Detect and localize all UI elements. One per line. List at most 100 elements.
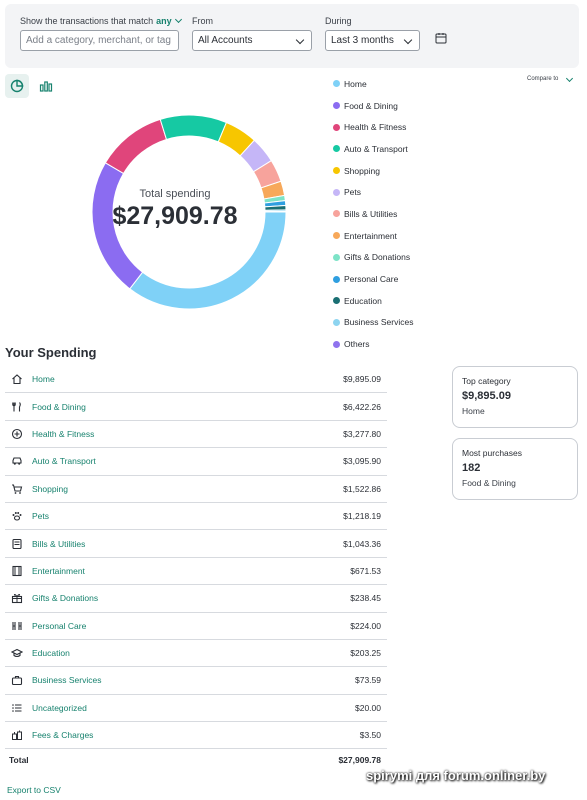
paw-icon [11, 510, 23, 522]
your-spending-title: Your Spending [5, 345, 97, 360]
category-link[interactable]: Bills & Utilities [32, 538, 86, 549]
legend-item[interactable]: Gifts & Donations [333, 247, 503, 269]
health-icon [11, 428, 23, 440]
donut-slice-health-fitness[interactable] [104, 118, 168, 175]
bar-view-toggle[interactable] [34, 74, 58, 98]
legend-item[interactable]: Others [333, 333, 503, 355]
match-any-dropdown[interactable]: any [156, 16, 172, 26]
legend-color-dot [333, 318, 340, 326]
briefcase-icon [11, 674, 23, 686]
table-row[interactable]: Pets $1,218.19 [5, 503, 387, 531]
pie-view-toggle[interactable] [5, 74, 29, 98]
category-link[interactable]: Uncategorized [32, 702, 87, 713]
total-label: Total [9, 755, 29, 766]
chevron-down-icon[interactable] [565, 74, 574, 83]
category-amount: $3,277.80 [343, 428, 381, 439]
bill-icon [11, 538, 23, 550]
account-select[interactable]: All Accounts [192, 30, 312, 51]
category-link[interactable]: Food & Dining [32, 401, 86, 412]
home-icon [11, 373, 23, 385]
table-row[interactable]: Gifts & Donations $238.45 [5, 585, 387, 613]
legend-label: Food & Dining [344, 100, 398, 111]
export-csv-link[interactable]: Export to CSV [7, 785, 61, 795]
legend-item[interactable]: Shopping [333, 160, 503, 182]
during-label: During [325, 16, 352, 26]
legend-label: Auto & Transport [344, 143, 408, 154]
legend-color-dot [333, 297, 340, 305]
category-link[interactable]: Business Services [32, 675, 102, 686]
table-row[interactable]: Fees & Charges $3.50 [5, 722, 387, 750]
total-spending-caption: Total spending [139, 188, 211, 200]
category-link[interactable]: Gifts & Donations [32, 593, 99, 604]
card-subtitle: Food & Dining [462, 478, 516, 488]
category-amount: $9,895.09 [343, 374, 381, 385]
legend-label: Business Services [344, 317, 414, 328]
category-link[interactable]: Home [32, 374, 55, 385]
calendar-icon[interactable] [435, 32, 447, 44]
table-row[interactable]: Bills & Utilities $1,043.36 [5, 530, 387, 558]
table-row[interactable]: Uncategorized $20.00 [5, 695, 387, 723]
chart-legend: Home Food & Dining Health & Fitness Auto & … [333, 73, 503, 355]
legend-label: Education [344, 295, 382, 306]
legend-item[interactable]: Food & Dining [333, 95, 503, 117]
table-row[interactable]: Entertainment $671.53 [5, 558, 387, 586]
legend-label: Health & Fitness [344, 122, 407, 133]
legend-label: Home [344, 78, 367, 89]
category-link[interactable]: Education [32, 648, 70, 659]
legend-item[interactable]: Education [333, 290, 503, 312]
table-row[interactable]: Shopping $1,522.86 [5, 476, 387, 503]
most-purchases-card: Most purchases 182 Food & Dining [452, 438, 578, 500]
legend-item[interactable]: Business Services [333, 312, 503, 334]
date-range-value: Last 3 months [331, 35, 394, 46]
table-row[interactable]: Home $9,895.09 [5, 366, 387, 394]
category-amount: $20.00 [355, 702, 381, 713]
legend-item[interactable]: Auto & Transport [333, 138, 503, 160]
legend-item[interactable]: Personal Care [333, 268, 503, 290]
legend-item[interactable]: Pets [333, 181, 503, 203]
legend-item[interactable]: Home [333, 73, 503, 95]
category-link[interactable]: Fees & Charges [32, 730, 94, 741]
scissors-icon [11, 620, 23, 632]
category-link[interactable]: Auto & Transport [32, 456, 96, 467]
category-link[interactable]: Health & Fitness [32, 428, 95, 439]
card-value: $9,895.09 [462, 390, 511, 402]
category-amount: $238.45 [350, 593, 381, 604]
card-title: Top category [462, 376, 511, 386]
match-label: Show the transactions that match any [20, 15, 182, 26]
search-input[interactable]: Add a category, merchant, or tag [20, 30, 179, 51]
category-link[interactable]: Shopping [32, 483, 68, 494]
legend-color-dot [333, 167, 340, 175]
total-row: Total $27,909.78 [5, 749, 387, 771]
date-range-select[interactable]: Last 3 months [325, 30, 420, 51]
table-row[interactable]: Education $203.25 [5, 640, 387, 668]
legend-item[interactable]: Bills & Utilities [333, 203, 503, 225]
legend-color-dot [333, 232, 340, 240]
total-spending-value: $27,909.78 [112, 202, 238, 230]
legend-color-dot [333, 253, 340, 261]
legend-item[interactable]: Entertainment [333, 225, 503, 247]
card-subtitle: Home [462, 406, 485, 416]
donut-slice-auto-transport[interactable] [159, 114, 228, 143]
category-amount: $671.53 [350, 565, 381, 576]
legend-color-dot [333, 210, 340, 218]
category-link[interactable]: Personal Care [32, 620, 87, 631]
table-row[interactable]: Food & Dining $6,422.26 [5, 393, 387, 421]
table-row[interactable]: Business Services $73.59 [5, 667, 387, 695]
legend-color-dot [333, 145, 340, 153]
legend-label: Bills & Utilities [344, 208, 398, 219]
utensils-icon [11, 401, 23, 413]
table-row[interactable]: Health & Fitness $3,277.80 [5, 421, 387, 449]
category-link[interactable]: Entertainment [32, 565, 85, 576]
category-link[interactable]: Pets [32, 511, 50, 522]
film-icon [11, 565, 23, 577]
legend-label: Gifts & Donations [344, 252, 411, 263]
table-row[interactable]: Auto & Transport $3,095.90 [5, 448, 387, 476]
legend-item[interactable]: Health & Fitness [333, 116, 503, 138]
chevron-down-icon[interactable] [174, 15, 182, 24]
donut-slice-others[interactable] [264, 210, 287, 213]
car-icon [11, 455, 23, 467]
table-row[interactable]: Personal Care $224.00 [5, 613, 387, 640]
category-amount: $1,043.36 [343, 538, 381, 549]
compare-to-dropdown[interactable]: Compare to [527, 76, 559, 82]
category-amount: $1,218.19 [343, 511, 381, 522]
